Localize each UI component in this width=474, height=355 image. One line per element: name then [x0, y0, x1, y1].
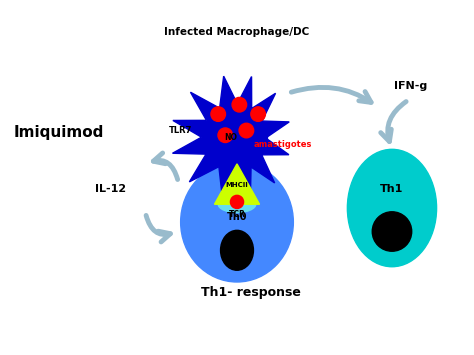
- Text: Imiquimod: Imiquimod: [14, 125, 104, 140]
- Ellipse shape: [218, 196, 256, 213]
- Circle shape: [230, 195, 244, 208]
- Ellipse shape: [181, 162, 293, 282]
- Circle shape: [232, 97, 246, 112]
- Circle shape: [211, 107, 226, 121]
- Text: Infected Macrophage/DC: Infected Macrophage/DC: [164, 27, 310, 37]
- Text: Th1: Th1: [380, 184, 404, 194]
- Text: TCR: TCR: [228, 210, 246, 219]
- Circle shape: [372, 212, 412, 251]
- Text: IL-12: IL-12: [95, 184, 126, 194]
- Text: amastigotes: amastigotes: [254, 140, 312, 149]
- Circle shape: [218, 128, 233, 142]
- Text: MHCII: MHCII: [226, 181, 248, 187]
- Polygon shape: [173, 76, 289, 199]
- Ellipse shape: [347, 149, 437, 267]
- Circle shape: [251, 107, 265, 121]
- Text: TLR7: TLR7: [169, 126, 192, 135]
- Text: Th1- response: Th1- response: [201, 286, 301, 299]
- Ellipse shape: [220, 230, 254, 270]
- Circle shape: [239, 123, 254, 138]
- Text: Th0: Th0: [227, 212, 247, 223]
- Text: NO: NO: [224, 133, 237, 142]
- Circle shape: [207, 107, 267, 168]
- Polygon shape: [214, 164, 260, 204]
- Text: IFN-g: IFN-g: [394, 81, 428, 91]
